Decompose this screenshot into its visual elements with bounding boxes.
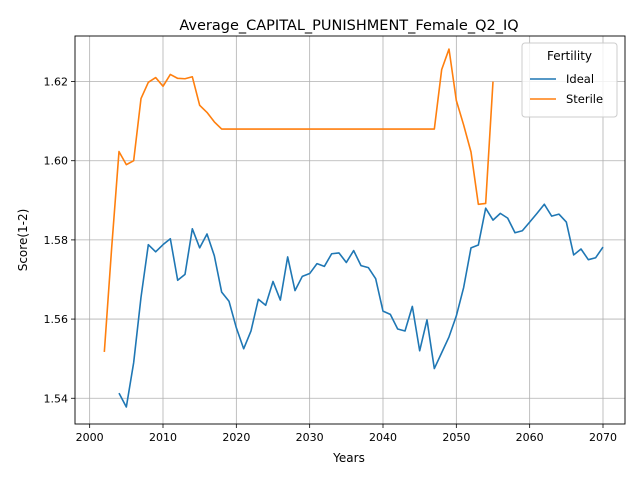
x-tick-label: 2000 — [76, 431, 104, 444]
legend: Fertility Ideal Sterile — [521, 42, 618, 118]
legend-items: Ideal Sterile — [530, 72, 603, 106]
x-tick-label: 2010 — [149, 431, 177, 444]
y-tick-label: 1.54 — [44, 392, 69, 405]
x-tick-label: 2050 — [442, 431, 470, 444]
series-lines — [103, 48, 604, 408]
x-axis-ticks: 2000 2010 2020 2030 2040 2050 2060 2070 — [76, 424, 617, 444]
x-tick-label: 2040 — [369, 431, 397, 444]
chart-title: Average_CAPITAL_PUNISHMENT_Female_Q2_IQ — [179, 18, 518, 34]
x-tick-label: 2070 — [589, 431, 617, 444]
x-tick-label: 2020 — [222, 431, 250, 444]
y-tick-label: 1.56 — [44, 313, 69, 326]
x-tick-label: 2060 — [516, 431, 544, 444]
legend-label-ideal: Ideal — [566, 72, 594, 86]
y-tick-label: 1.60 — [44, 155, 69, 168]
y-tick-label: 1.58 — [44, 234, 69, 247]
y-tick-label: 1.62 — [44, 76, 69, 89]
y-axis-label: Score(1-2) — [16, 209, 30, 272]
legend-label-sterile: Sterile — [566, 92, 603, 106]
x-tick-label: 2030 — [296, 431, 324, 444]
series-line-ideal — [118, 203, 604, 408]
plot-frame — [74, 35, 626, 425]
series-line-sterile — [103, 48, 494, 352]
legend-title: Fertility — [547, 49, 592, 63]
x-axis-label: Years — [332, 451, 365, 465]
y-axis-ticks: 1.54 1.56 1.58 1.60 1.62 — [44, 76, 75, 405]
